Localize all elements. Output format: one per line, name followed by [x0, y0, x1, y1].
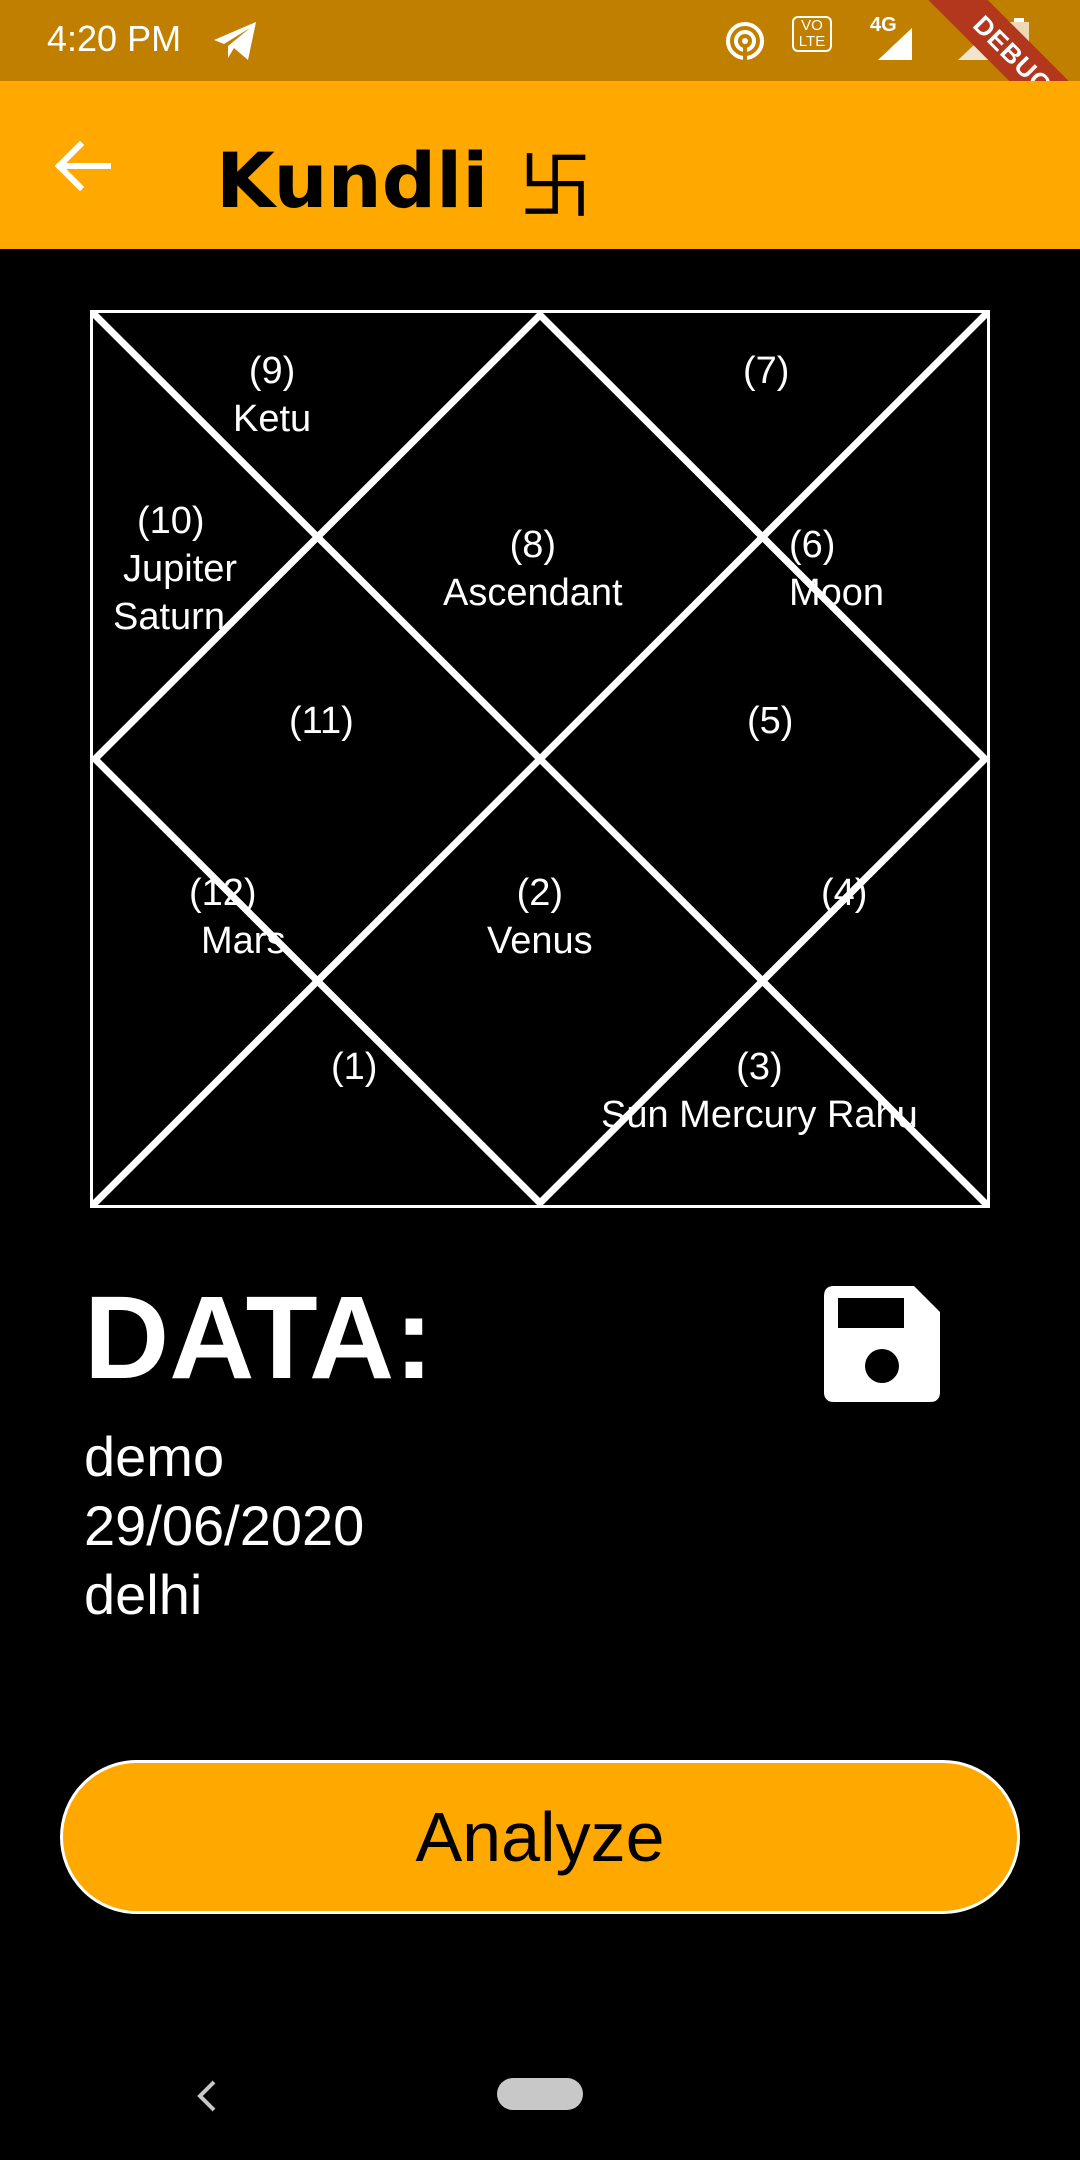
diamond-line-3	[93, 755, 544, 1205]
house-8: (8) Ascendant	[443, 524, 623, 614]
diamond-line-2	[536, 755, 987, 1205]
volte-icon: VO LTE	[792, 16, 832, 52]
status-bar: 4:20 PM VO LTE 4G	[0, 0, 1080, 81]
network-type: 4G	[870, 14, 897, 36]
swastika-symbol: 卐	[518, 144, 593, 230]
data-details: demo 29/06/2020 delhi	[84, 1422, 364, 1629]
house-5: (5)	[747, 700, 794, 742]
diamond-line-1	[536, 313, 987, 763]
house-4: (4)	[821, 872, 868, 914]
house-6: (6) Moon	[789, 524, 885, 614]
page-title: Kundli 卐	[216, 127, 592, 234]
data-place: delhi	[84, 1563, 203, 1626]
app-bar: Kundli 卐	[0, 81, 1080, 249]
nav-back-icon[interactable]	[190, 2078, 226, 2114]
house-11: (11)	[289, 700, 354, 742]
signal-icon	[878, 28, 912, 60]
kundli-chart: (9) Ketu (7) (10) Jupiter Saturn (8) Asc…	[90, 310, 990, 1208]
floppy-disk-icon[interactable]	[824, 1286, 940, 1402]
diagonal-line-2	[93, 313, 987, 1205]
hotspot-icon	[726, 22, 764, 62]
arrow-left-icon[interactable]	[48, 131, 118, 201]
system-nav-bar	[0, 2040, 1080, 2160]
house-7: (7)	[743, 350, 790, 392]
data-name: demo	[84, 1425, 225, 1488]
kundli-lines	[93, 313, 987, 1205]
house-3: (3) Sun Mercury Rahu	[601, 1046, 918, 1136]
analyze-button[interactable]: Analyze	[60, 1760, 1020, 1914]
status-time: 4:20 PM	[47, 18, 182, 59]
house-1: (1)	[331, 1046, 378, 1088]
nav-home-pill[interactable]	[497, 2078, 583, 2110]
diamond-line-4	[93, 313, 544, 763]
data-heading: DATA:	[84, 1272, 434, 1404]
page-title-text: Kundli	[216, 136, 489, 225]
house-9: (9) Ketu	[233, 350, 312, 440]
house-10: (10) Jupiter Saturn	[113, 500, 238, 638]
house-2: (2) Venus	[487, 872, 593, 962]
data-date: 29/06/2020	[84, 1494, 365, 1557]
telegram-icon	[214, 22, 256, 60]
house-12: (12) Mars	[189, 872, 286, 962]
